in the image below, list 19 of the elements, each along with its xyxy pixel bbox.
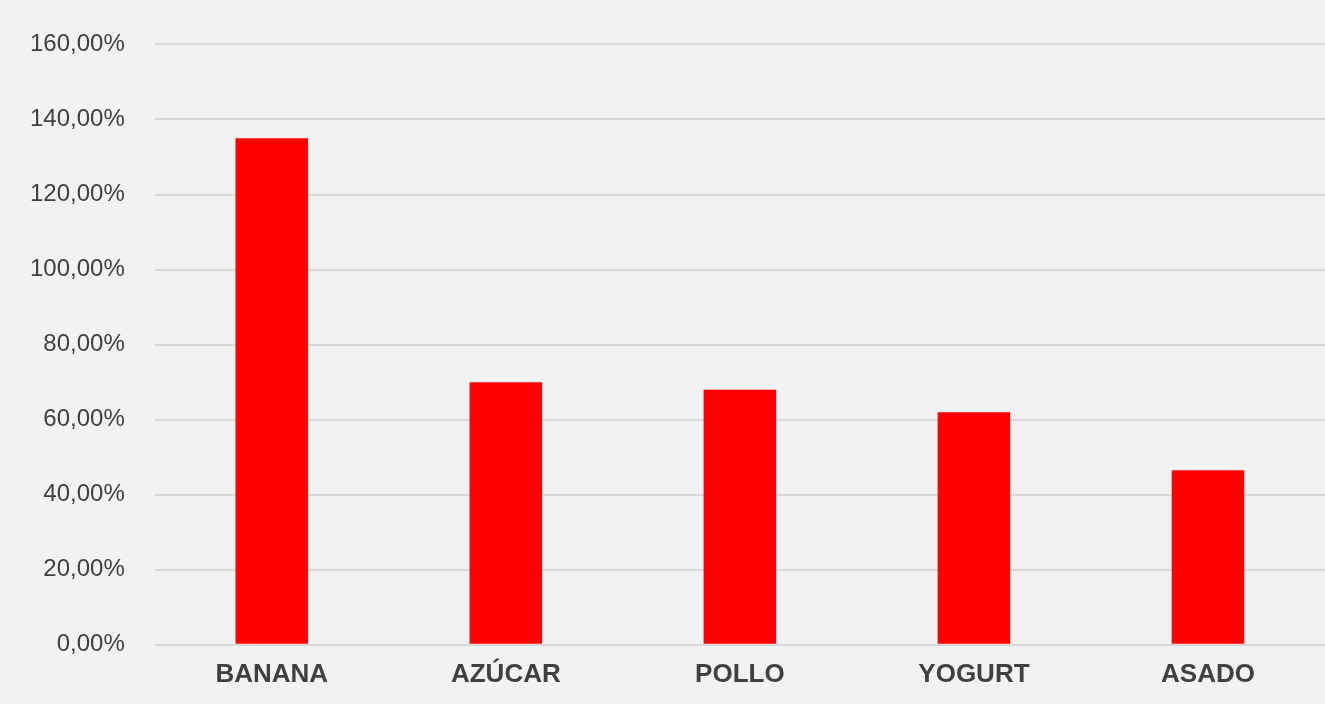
- bar: [469, 382, 543, 644]
- bar: [1171, 470, 1245, 644]
- y-tick-label: 20,00%: [43, 554, 125, 582]
- x-tick-label: POLLO: [695, 657, 785, 688]
- x-tick-label: ASADO: [1161, 657, 1255, 688]
- bar: [703, 389, 777, 644]
- bar: [937, 412, 1011, 644]
- y-tick-label: 40,00%: [43, 479, 125, 507]
- y-tick-label: 100,00%: [30, 254, 125, 282]
- y-tick-label: 140,00%: [30, 104, 125, 132]
- y-tick-label: 80,00%: [43, 329, 125, 357]
- x-tick-label: BANANA: [215, 657, 329, 688]
- bar: [235, 138, 309, 644]
- y-tick-label: 0,00%: [56, 629, 125, 657]
- x-tick-label: AZÚCAR: [450, 657, 561, 688]
- x-tick-label: YOGURT: [918, 657, 1030, 688]
- y-tick-label: 160,00%: [30, 29, 125, 57]
- y-tick-label: 120,00%: [30, 179, 125, 207]
- y-tick-label: 60,00%: [43, 404, 125, 432]
